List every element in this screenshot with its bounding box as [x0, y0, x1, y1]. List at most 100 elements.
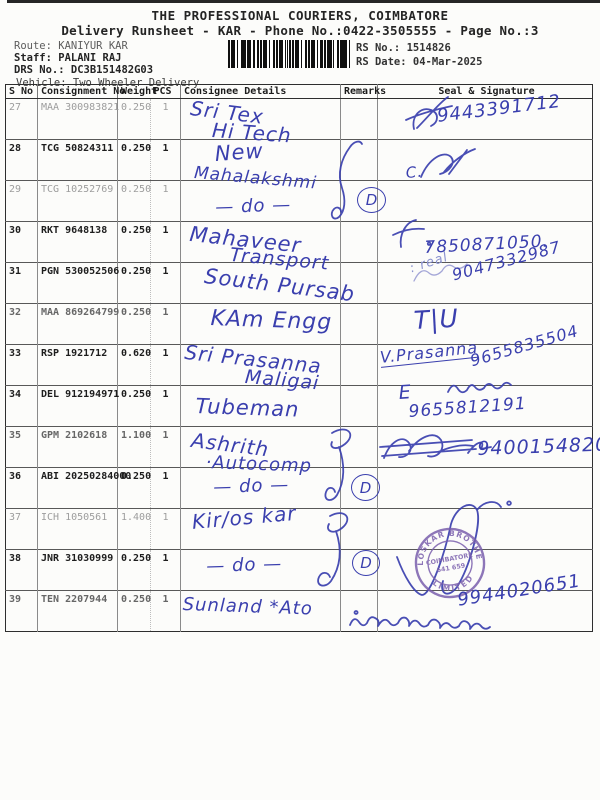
staff-label: Staff: PALANI RAJ: [14, 52, 122, 64]
cell-consignment: TEN 2207944: [37, 590, 118, 632]
cell-consignment: JNR 31030999: [37, 549, 118, 591]
scan-edge-artifact: [7, 0, 600, 3]
hw-consignee-39: Sunland *Ato: [182, 594, 314, 620]
cell-consignment: RKT 9648138: [37, 221, 118, 263]
cell-seal: [377, 467, 593, 509]
cell-sno: 29: [5, 180, 38, 222]
cell-consignee: [180, 344, 341, 386]
cell-consignee: [180, 180, 341, 222]
cell-sno: 30: [5, 221, 38, 263]
cell-pcs: 1: [150, 98, 181, 140]
cell-consignment: TCG 10252769: [37, 180, 118, 222]
cell-weight: 0.250: [117, 385, 151, 427]
cell-pcs: 1: [150, 385, 181, 427]
cell-sno: 35: [5, 426, 38, 468]
hw-consignee-34: Tubeman: [195, 394, 300, 422]
table-row: 35 GPM 2102618 1.100 1: [5, 426, 593, 468]
hw-consignee-32: KAm Engg: [210, 306, 333, 336]
cell-sno: 32: [5, 303, 38, 345]
col-header-sno: S No: [5, 84, 38, 99]
cell-remarks: [340, 344, 378, 386]
table-row: 28 TCG 50824311 0.250 1: [5, 139, 593, 181]
cell-remarks: [340, 508, 378, 550]
drs-no-label: DRS No.: DC3B151482G03: [14, 64, 154, 76]
cell-consignee: [180, 549, 341, 591]
hw-consignee-36-ditto: — do —: [213, 474, 290, 498]
cell-sno: 37: [5, 508, 38, 550]
cell-weight: 0.250: [117, 549, 151, 591]
cell-consignment: MAA 869264799: [37, 303, 119, 345]
cell-sno: 34: [5, 385, 38, 427]
page-title: THE PROFESSIONAL COURIERS, COIMBATORE: [151, 8, 449, 23]
cell-sno: 38: [5, 549, 38, 591]
cell-consignee: [180, 139, 341, 181]
cell-weight: 0.250: [117, 590, 151, 632]
hw-initial-row28: C.: [405, 162, 424, 182]
cell-weight: 0.250: [117, 98, 151, 140]
cell-consignment: ICH 1050561: [37, 508, 118, 550]
cell-pcs: 1: [150, 180, 181, 222]
cell-consignee: [180, 426, 341, 468]
page-subtitle: Delivery Runsheet - KAR - Phone No.:0422…: [61, 23, 539, 38]
rs-no-label: RS No.: 1514826: [356, 42, 451, 54]
cell-sno: 36: [5, 467, 38, 509]
cell-remarks: [340, 385, 378, 427]
hw-consignee-35-line2: ·Autocomp: [205, 452, 313, 477]
cell-consignee: [180, 303, 341, 345]
cell-sno: 28: [5, 139, 38, 181]
cell-consignee: [180, 385, 341, 427]
cell-consignee: [180, 467, 341, 509]
cell-pcs: 1: [150, 303, 181, 345]
cell-consignment: ABI 20250284000: [37, 467, 131, 509]
cell-weight: 0.250: [117, 262, 151, 304]
table-header-row: S No Consignment No Weight PCS Consignee…: [5, 84, 593, 99]
hw-initial-row34: E: [398, 381, 413, 404]
cell-consignee: [180, 98, 341, 140]
cell-weight: 0.250: [117, 180, 151, 222]
cell-remarks: [340, 590, 378, 632]
cell-pcs: 1: [150, 549, 181, 591]
table-row: 31 PGN 530052506 0.250 1: [5, 262, 593, 304]
cell-pcs: 1: [150, 590, 181, 632]
cell-remarks: [340, 98, 378, 140]
barcode-icon: [228, 40, 350, 68]
cell-sno: 39: [5, 590, 38, 632]
hw-consignee-38-ditto: — do —: [206, 553, 283, 577]
hw-circled-d-row38: D: [352, 550, 380, 576]
cell-pcs: 1: [150, 262, 181, 304]
cell-consignee: [180, 590, 341, 632]
cell-pcs: 1: [150, 467, 181, 509]
cell-consignee: [180, 262, 341, 304]
hw-consignee-29-ditto: — do —: [215, 194, 292, 218]
table-row: 33 RSP 1921712 0.620 1: [5, 344, 593, 386]
hw-phone-row35: 9400154820: [477, 433, 600, 460]
hw-consignee-28-line1: New: [214, 138, 265, 166]
cell-consignee: [180, 508, 341, 550]
route-label: Route: KANIYUR KAR: [14, 40, 128, 52]
cell-consignment: GPM 2102618: [37, 426, 118, 468]
cell-seal: [377, 139, 593, 181]
cell-seal: [377, 262, 593, 304]
cell-seal: [377, 180, 593, 222]
table-row: 30 RKT 9648138 0.250 1: [5, 221, 593, 263]
cell-weight: 0.620: [117, 344, 151, 386]
cell-consignment: TCG 50824311: [37, 139, 118, 181]
cell-weight: 0.250: [117, 303, 151, 345]
cell-remarks: [340, 221, 378, 263]
cell-sno: 27: [5, 98, 38, 140]
cell-weight: 0.250: [117, 467, 151, 509]
cell-pcs: 1: [150, 139, 181, 181]
table-row: 32 MAA 869264799 0.250 1: [5, 303, 593, 345]
cell-consignee: [180, 221, 341, 263]
cell-consignment: DEL 912194971: [37, 385, 119, 427]
cell-consignment: MAA 300983821: [37, 98, 119, 140]
cell-consignment: PGN 530052506: [37, 262, 119, 304]
hw-circled-d-row29: D: [357, 187, 386, 213]
cell-remarks: [340, 426, 378, 468]
cell-pcs: 1: [150, 344, 181, 386]
cell-remarks: [340, 139, 378, 181]
col-header-consignment: Consignment No: [37, 84, 125, 99]
cell-pcs: 1: [150, 426, 181, 468]
cell-weight: 1.400: [117, 508, 151, 550]
